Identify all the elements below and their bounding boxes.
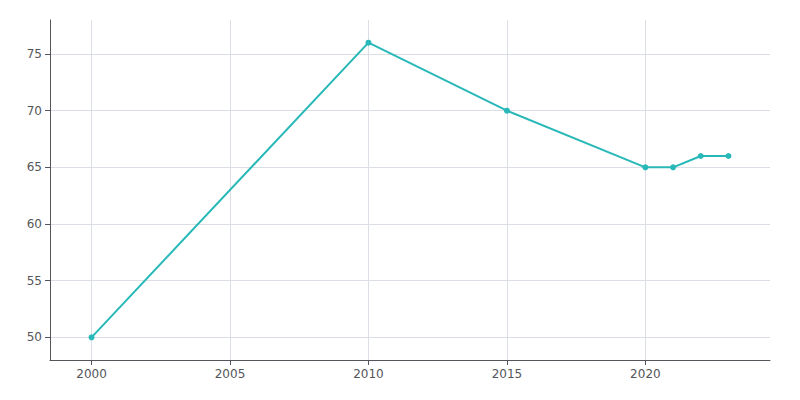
svg-text:2010: 2010: [353, 367, 384, 381]
svg-text:60: 60: [27, 217, 42, 231]
svg-text:50: 50: [27, 330, 42, 344]
svg-text:75: 75: [27, 47, 42, 61]
svg-text:70: 70: [27, 104, 42, 118]
svg-text:55: 55: [27, 274, 42, 288]
svg-text:2000: 2000: [76, 367, 107, 381]
svg-text:2020: 2020: [630, 367, 661, 381]
svg-text:2015: 2015: [492, 367, 523, 381]
svg-text:65: 65: [27, 160, 42, 174]
svg-text:2005: 2005: [215, 367, 246, 381]
